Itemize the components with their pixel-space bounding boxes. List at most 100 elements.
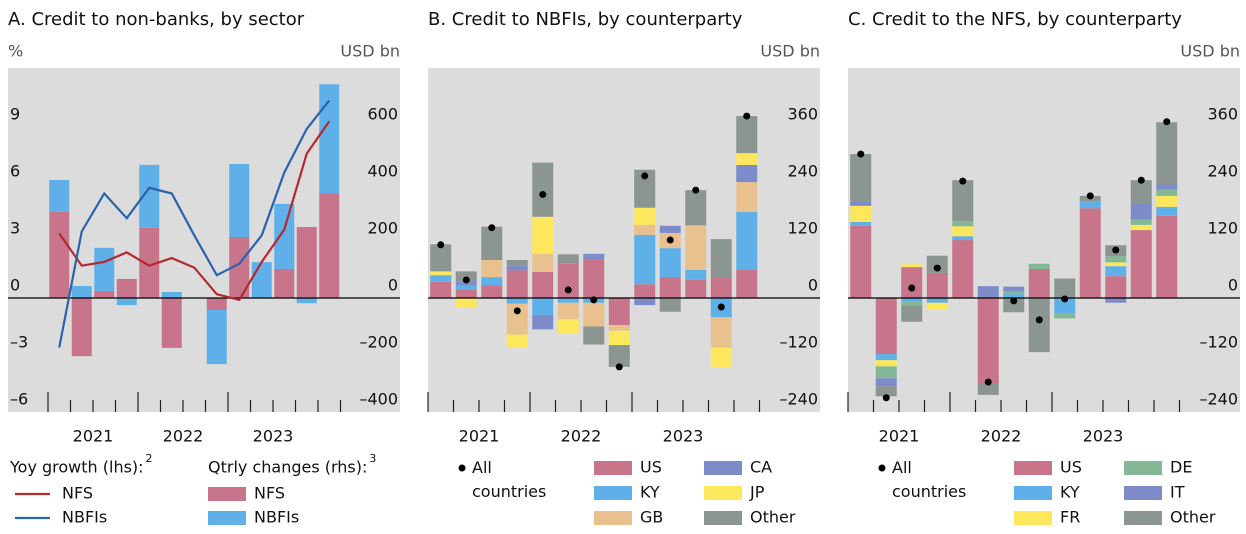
x-tick-label: 2021 [73,427,114,446]
line [58,99,331,348]
legend-swatch [1014,461,1052,475]
y-tick-label: –120 [779,333,818,352]
legend-label: NBFIs [254,508,299,527]
chart-title: C. Credit to the NFS, by counterparty [848,9,1182,30]
total-dot [666,236,674,244]
bar [977,383,999,395]
legend-label: CA [750,458,772,477]
y-tick-label: 240 [787,162,818,181]
bar [926,298,948,303]
bar [850,201,872,206]
bar [455,285,477,290]
legend-label: DE [1170,458,1192,477]
bar [736,212,758,270]
legend-label: US [640,458,662,477]
bar [455,298,477,308]
bar [1156,195,1178,207]
legend-label: IT [1170,483,1185,502]
bar [430,281,452,298]
bar [161,292,182,298]
legend-swatch [704,486,742,500]
y-tick-label: 120 [787,219,818,238]
plot-background [848,68,1240,412]
bar [274,268,295,298]
bar [608,345,630,367]
bar [952,240,974,298]
panel: B. Credit to NBFIs, by counterparty USD b… [427,9,820,527]
bar [506,265,528,271]
bar [1156,206,1178,216]
bar [506,260,528,266]
bar [49,211,70,298]
bar [710,277,732,298]
total-dot [641,172,649,180]
bar [875,360,897,367]
legend-label: All countries [892,458,967,501]
legend-label-box: All countries [472,458,546,501]
y2-axis-label: USD bn [340,42,400,61]
total-dot [513,307,521,315]
total-dot [882,394,890,402]
bar [850,205,872,222]
legend-swatch [594,461,632,475]
legend-label: Other [750,508,796,527]
bar [296,298,317,304]
bar [251,262,272,298]
total-dot [564,286,572,294]
chart-title: B. Credit to NBFIs, by counterparty [428,9,743,30]
legend-swatch [704,511,742,525]
bar [274,203,295,269]
bar [1054,313,1076,319]
bar [506,298,528,304]
bar [532,315,554,330]
legend-swatch [208,487,246,501]
y-axis-label: % [8,42,23,61]
y2-tick-label: 400 [367,162,398,181]
bar [685,225,707,270]
bar [1054,278,1076,298]
y2-tick-label: –200 [359,333,398,352]
bar [926,302,948,310]
y-axis-label: USD bn [760,42,820,61]
bar [583,326,605,345]
y-tick-label: 3 [10,219,20,238]
x-tick-label: 2023 [663,427,704,446]
y-tick-label: –240 [1199,390,1238,409]
total-dot [857,150,865,158]
bar [1130,180,1152,204]
y-tick-label: 360 [787,105,818,124]
bar [481,285,503,298]
bar [634,207,656,225]
bar [875,366,897,379]
legend-label: GB [640,508,663,527]
bar [736,182,758,213]
bar [319,84,340,194]
bar [229,237,250,298]
y-tick-label: –6 [10,390,28,409]
bar [1130,230,1152,298]
bar [926,255,948,273]
total-dot [590,296,598,304]
bar [1156,122,1178,185]
total-dot [1163,118,1171,126]
legend-label: NBFIs [62,508,107,527]
bar [583,259,605,298]
total-dot [1061,295,1069,303]
total-dot [1112,246,1120,254]
legend-swatch [1124,511,1162,525]
bar [116,278,137,298]
bar [71,298,92,357]
bar [71,286,92,298]
bar [1130,219,1152,225]
total-dot [437,241,445,249]
bar [532,298,554,316]
bar [926,272,948,298]
y-tick-label: 0 [1228,276,1238,295]
bar [1130,224,1152,231]
bar [481,226,503,260]
x-tick-label: 2022 [561,427,602,446]
legend-title: Yoy growth (lhs): [9,458,144,477]
legend-swatch [1014,486,1052,500]
bar [430,244,452,272]
bar [430,275,452,282]
